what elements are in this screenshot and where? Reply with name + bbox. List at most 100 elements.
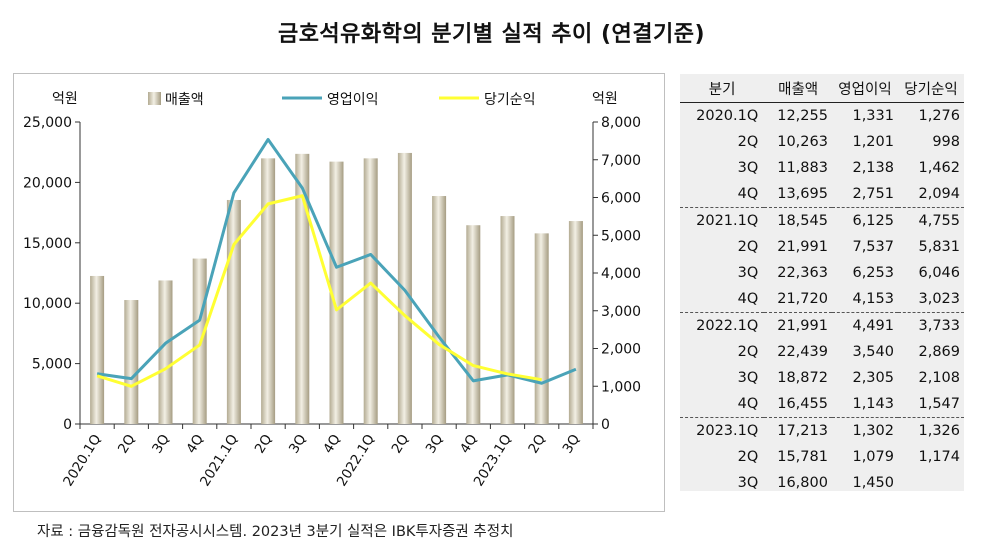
left-tick-label: 15,000 xyxy=(23,236,72,252)
revenue-bar xyxy=(261,158,276,424)
table-cell: 6,046 xyxy=(918,265,960,281)
legend-swatch-revenue xyxy=(148,92,161,105)
table-cell: 21,720 xyxy=(777,291,828,307)
table-row: 2Q 15,781 1,079 1,174 xyxy=(680,444,964,470)
right-tick-label: 2,000 xyxy=(601,342,641,358)
x-tick-label: 2Q xyxy=(525,432,549,457)
table-cell: 5,831 xyxy=(918,239,960,255)
table-row: 2021.1Q 18,545 6,125 4,755 xyxy=(680,207,964,234)
table-cell: 18,545 xyxy=(764,207,832,234)
table-cell: 2,108 xyxy=(918,370,960,386)
table-cell: 1,276 xyxy=(918,108,960,124)
table-cell: 2,138 xyxy=(852,160,894,176)
table-cell: 3,733 xyxy=(897,312,964,339)
table-cell: 2Q xyxy=(737,449,759,465)
table-cell: 2023.1Q xyxy=(680,417,765,444)
operating-profit-line xyxy=(96,137,577,385)
revenue-bar xyxy=(295,153,310,424)
table-cell: 3Q xyxy=(737,370,759,386)
table-cell: 1,079 xyxy=(852,449,894,465)
net-income-line xyxy=(96,194,542,388)
right-tick-label: 7,000 xyxy=(601,153,641,169)
x-tick-label: 4Q xyxy=(320,432,344,457)
table-cell: 2Q xyxy=(737,344,759,360)
legend-label-net: 당기순익 xyxy=(484,92,536,108)
left-tick-label: 10,000 xyxy=(23,296,72,312)
x-tick-label: 2Q xyxy=(389,432,413,457)
table-row: 2022.1Q 21,991 4,491 3,733 xyxy=(680,312,964,339)
revenue-bar xyxy=(226,199,241,424)
table-cell: 4,153 xyxy=(852,291,894,307)
table-row: 4Q 21,720 4,153 3,023 xyxy=(680,286,964,313)
table-cell: 4,755 xyxy=(897,207,964,234)
table-cell: 12,255 xyxy=(777,108,828,124)
legend-label-operating: 영업이익 xyxy=(327,92,379,108)
table-cell: 16,455 xyxy=(777,396,828,412)
revenue-bar xyxy=(432,196,447,424)
table-row: 2023.1Q 17,213 1,302 1,326 xyxy=(680,417,964,444)
table-cell: 2Q xyxy=(737,239,759,255)
table-cell: 4Q xyxy=(737,396,759,412)
data-table: 분기 매출액 영업이익 당기순익 2020.1Q 12,255 1,331 1,276 2Q 1… xyxy=(680,74,964,496)
table-cell xyxy=(898,470,964,496)
right-tick-label: 5,000 xyxy=(601,228,641,244)
revenue-bar xyxy=(329,161,344,424)
table-cell: 22,439 xyxy=(777,344,828,360)
x-tick-label: 2020.1Q xyxy=(60,432,104,490)
table-cell: 16,800 xyxy=(777,475,828,491)
table-cell: 1,331 xyxy=(852,108,894,124)
table-cell: 2Q xyxy=(737,134,759,150)
data-table-panel: 분기 매출액 영업이익 당기순익 2020.1Q 12,255 1,331 1,276 2Q 1… xyxy=(680,74,964,491)
left-tick-label: 20,000 xyxy=(23,175,72,191)
right-tick-label: 1,000 xyxy=(601,379,641,395)
table-cell: 1,302 xyxy=(831,417,898,444)
table-cell: 7,537 xyxy=(852,239,894,255)
revenue-bar xyxy=(500,216,515,424)
x-tick-label: 4Q xyxy=(457,432,481,457)
revenue-bar xyxy=(466,225,481,424)
revenue-bar xyxy=(90,275,105,424)
table-cell: 18,872 xyxy=(777,370,828,386)
table-cell: 6,125 xyxy=(831,207,898,234)
left-tick-label: 5,000 xyxy=(32,357,72,373)
table-cell: 2020.1Q xyxy=(696,108,759,124)
right-tick-label: 0 xyxy=(601,417,610,433)
table-row: 4Q 16,455 1,143 1,547 xyxy=(680,391,964,418)
revenue-bar xyxy=(158,280,173,424)
table-row: 2Q 10,263 1,201 998 xyxy=(680,129,964,155)
table-cell: 21,991 xyxy=(777,239,828,255)
table-cell: 3,023 xyxy=(918,291,960,307)
revenue-bar xyxy=(568,221,583,424)
table-row: 2020.1Q 12,255 1,331 1,276 xyxy=(680,103,964,130)
table-cell: 1,326 xyxy=(897,417,964,444)
revenue-bar xyxy=(124,300,139,424)
table-row: 3Q 16,800 1,450 xyxy=(680,470,964,496)
table-header-cell: 매출액 xyxy=(764,74,832,103)
x-tick-label: 3Q xyxy=(286,432,310,457)
table-cell: 13,695 xyxy=(777,186,828,202)
left-axis-unit: 억원 xyxy=(52,91,78,107)
right-axis-unit: 억원 xyxy=(592,91,618,107)
table-cell: 4,491 xyxy=(831,312,898,339)
table-cell: 15,781 xyxy=(777,449,828,465)
table-row: 2Q 22,439 3,540 2,869 xyxy=(680,339,964,365)
table-cell: 3,540 xyxy=(852,344,894,360)
x-tick-label: 2Q xyxy=(252,432,276,457)
revenue-bar xyxy=(534,233,549,424)
table-cell: 1,547 xyxy=(918,396,960,412)
right-tick-label: 3,000 xyxy=(601,304,641,320)
table-cell: 1,201 xyxy=(852,134,894,150)
table-cell: 2,751 xyxy=(852,186,894,202)
table-row: 4Q 13,695 2,751 2,094 xyxy=(680,181,964,208)
right-tick-label: 8,000 xyxy=(601,115,641,131)
table-row: 3Q 22,363 6,253 6,046 xyxy=(680,260,964,286)
x-tick-label: 3Q xyxy=(149,432,173,457)
table-cell: 998 xyxy=(932,134,960,150)
table-header-row: 분기 매출액 영업이익 당기순익 xyxy=(680,74,964,103)
table-body: 2020.1Q 12,255 1,331 1,276 2Q 10,263 1,201 998 3… xyxy=(680,103,964,497)
x-tick-label: 2Q xyxy=(115,432,139,457)
table-row: 2Q 21,991 7,537 5,831 xyxy=(680,234,964,260)
table-row: 3Q 18,872 2,305 2,108 xyxy=(680,365,964,391)
table-cell: 3Q xyxy=(737,160,759,176)
table-cell: 17,213 xyxy=(764,417,832,444)
